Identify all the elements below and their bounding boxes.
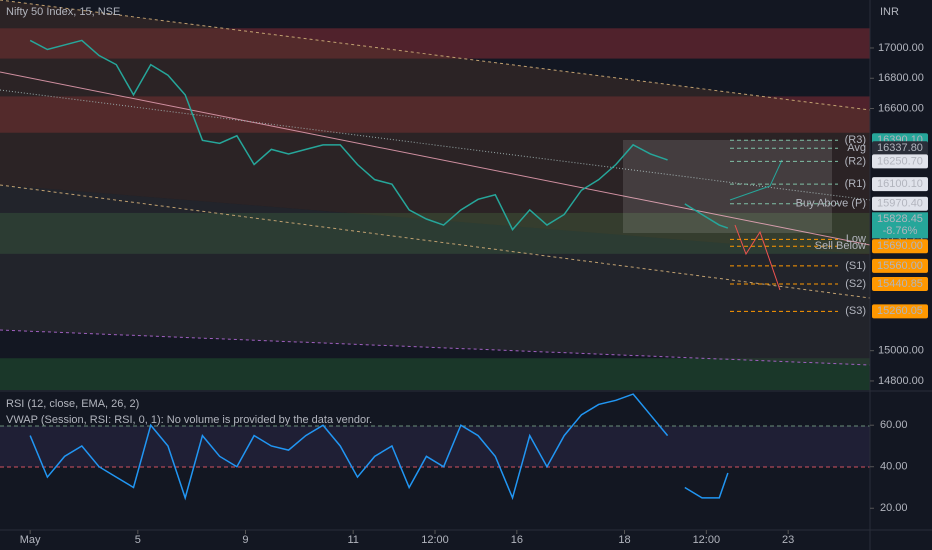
price-line <box>684 203 729 229</box>
level-name: Avg <box>847 142 866 154</box>
zone <box>0 28 870 59</box>
level-box <box>872 154 928 169</box>
level-name: (S3) <box>845 305 866 317</box>
channel-line <box>0 0 871 111</box>
level-value: 15690.00 <box>877 240 923 252</box>
rsi-tick-label: 20.00 <box>880 502 908 514</box>
x-tick-label: May <box>20 534 41 546</box>
channel-upper <box>0 0 870 255</box>
level-name: Sell Below <box>815 240 866 252</box>
level-value: 15560.00 <box>877 260 923 272</box>
level-box <box>872 177 928 192</box>
y-tick-label: 17000.00 <box>878 42 924 54</box>
level-box <box>872 304 928 319</box>
rsi-legend: VWAP (Session, RSI: RSI, 0, 1): No volum… <box>6 414 372 426</box>
y-tick-label: 14800.00 <box>878 375 924 387</box>
level-box <box>872 258 928 273</box>
last-change: -8.76% <box>883 225 918 237</box>
level-value: 15260.05 <box>877 305 923 317</box>
level-name: Buy Above (P) <box>796 198 866 210</box>
x-tick-label: 16 <box>511 534 523 546</box>
price-line <box>29 39 668 231</box>
level-value: 16100.10 <box>877 178 923 190</box>
level-value: 16337.80 <box>877 142 923 154</box>
trend-line <box>0 89 871 201</box>
level-name: (S1) <box>845 260 866 272</box>
level-name: (R3) <box>845 134 866 146</box>
x-tick-label: 9 <box>242 534 248 546</box>
level-value: 16250.70 <box>877 155 923 167</box>
channel-lower <box>0 185 870 365</box>
level-box <box>872 276 928 291</box>
y-tick-label: 16600.00 <box>878 102 924 114</box>
x-tick-label: 12:00 <box>421 534 449 546</box>
level-box <box>872 141 928 156</box>
last-price-box <box>872 212 928 239</box>
x-tick-label: 11 <box>347 534 358 546</box>
level-name: (R2) <box>845 155 866 167</box>
zones <box>0 28 870 391</box>
y-tick-label: 16800.00 <box>878 72 924 84</box>
level-name: Low <box>846 233 866 245</box>
range-box <box>623 140 832 233</box>
level-box <box>872 196 928 211</box>
level-box <box>872 239 928 254</box>
rsi-tick-label: 60.00 <box>880 419 908 431</box>
x-tick-label: 12:00 <box>693 534 721 546</box>
x-tick-label: 18 <box>618 534 630 546</box>
trend-line <box>0 71 871 246</box>
y-tick-label: 15000.00 <box>878 345 924 357</box>
channel-line <box>0 329 871 366</box>
zone <box>0 212 870 254</box>
x-tick-label: 5 <box>135 534 141 546</box>
level-value: 15440.85 <box>877 278 923 290</box>
zone <box>0 96 870 133</box>
channel-line <box>0 184 871 299</box>
level-name: (S2) <box>845 278 866 290</box>
level-value: 15970.40 <box>877 198 923 210</box>
last-price: 15828.45 <box>877 213 923 225</box>
zone <box>0 358 870 391</box>
forecast-up <box>729 159 783 201</box>
level-name: (R1) <box>845 178 866 190</box>
currency: INR <box>880 6 899 18</box>
rsi-legend: RSI (12, close, EMA, 26, 2) <box>6 398 139 410</box>
rsi-line <box>684 472 729 499</box>
chart-title: Nifty 50 Index, 15, NSE <box>6 6 120 18</box>
x-tick-label: 23 <box>782 534 794 546</box>
rsi-line <box>29 393 669 501</box>
rsi-tick-label: 40.00 <box>880 461 908 473</box>
